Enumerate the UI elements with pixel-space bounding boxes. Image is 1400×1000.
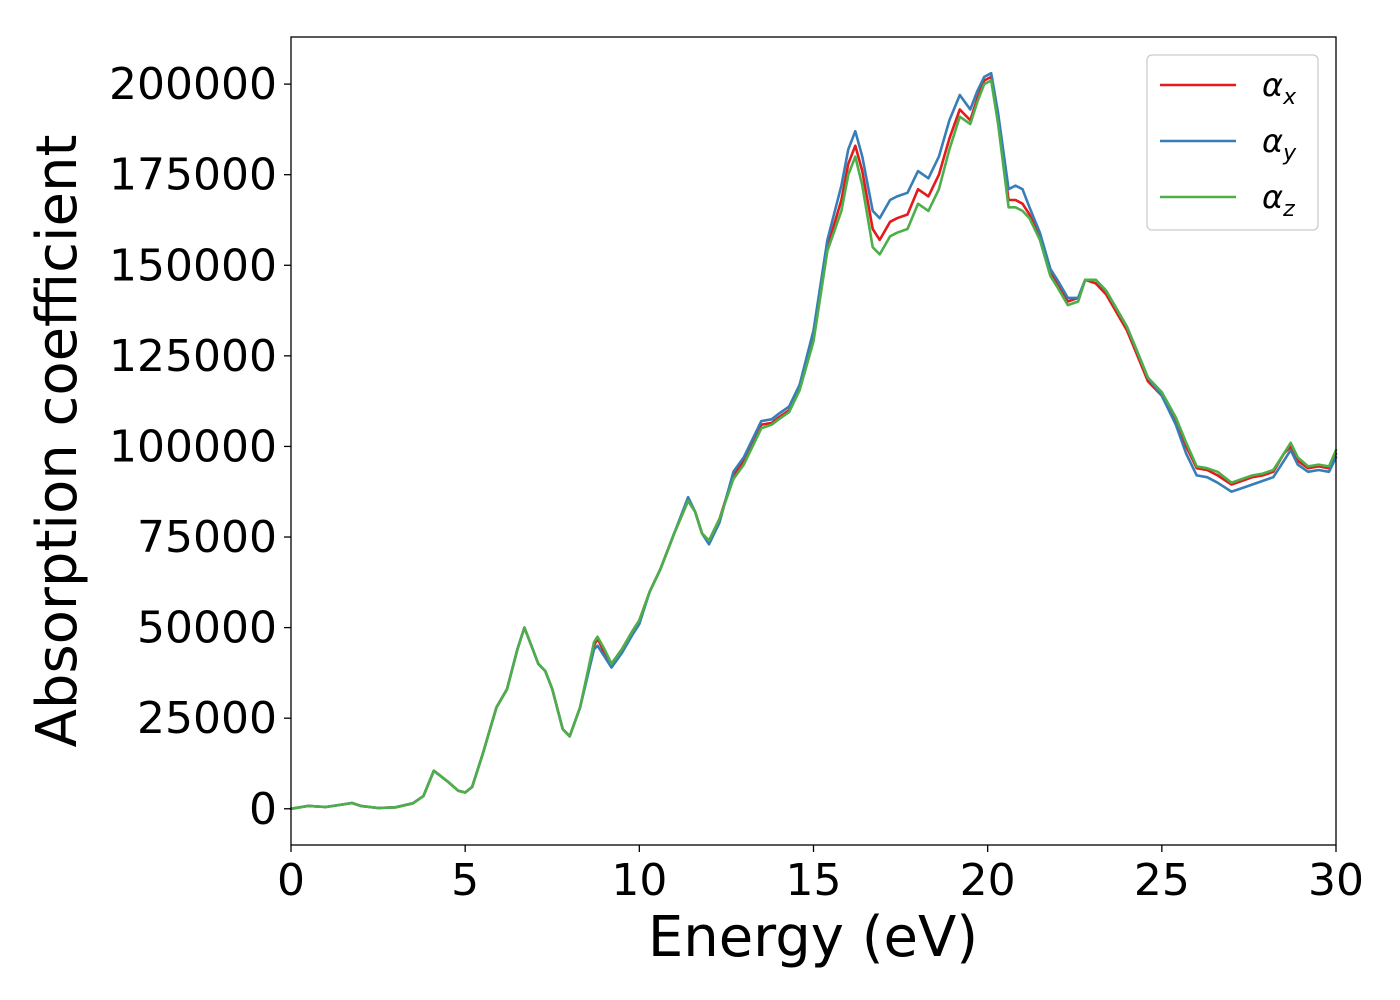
x-axis-label: Energy (eV) <box>648 905 978 970</box>
y-tick-label: 0 <box>249 784 277 835</box>
x-tick-label: 15 <box>786 855 842 906</box>
x-tick-label: 20 <box>960 855 1016 906</box>
y-tick-label: 75000 <box>137 512 277 563</box>
legend-label: αz <box>1262 178 1295 222</box>
y-tick-label: 175000 <box>109 150 277 201</box>
y-tick-label: 100000 <box>109 421 277 472</box>
y-axis-label: Absorption coefficient <box>25 135 90 748</box>
x-tick-label: 10 <box>611 855 667 906</box>
x-tick-label: 0 <box>277 855 305 906</box>
y-tick-label: 25000 <box>137 693 277 744</box>
y-axis-ticks: 0 25000 50000 75000 100000 125000 150000 175000… <box>109 59 291 835</box>
legend-label: αy <box>1262 122 1297 166</box>
x-axis-ticks: 0 5 10 15 20 25 30 <box>277 845 1364 906</box>
series-layer <box>289 71 1338 811</box>
y-tick-label: 150000 <box>109 240 277 291</box>
legend: αx αy αz <box>1146 54 1319 231</box>
y-tick-label: 50000 <box>137 603 277 654</box>
legend-box <box>1146 54 1319 231</box>
x-tick-label: 30 <box>1308 855 1364 906</box>
y-tick-label: 200000 <box>109 59 277 110</box>
y-tick-label: 125000 <box>109 331 277 382</box>
x-tick-label: 25 <box>1134 855 1190 906</box>
x-tick-label: 5 <box>451 855 479 906</box>
legend-label: αx <box>1262 66 1297 110</box>
series-line-z <box>289 79 1338 811</box>
